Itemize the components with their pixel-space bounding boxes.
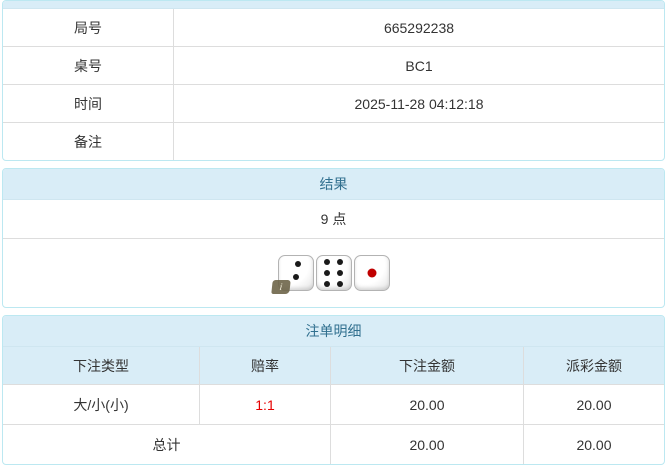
total-payout-cell: 20.00	[523, 424, 664, 464]
table-number-label: 桌号	[3, 46, 174, 85]
col-header-odds: 赔率	[199, 347, 331, 385]
bet-details-panel: 注单明细 下注类型 赔率 下注金额 派彩金额 大/小(小) 1:1 20.00 …	[2, 315, 665, 465]
die-1	[353, 255, 390, 291]
die-6	[315, 255, 352, 291]
remark-label: 备注	[3, 122, 174, 160]
die-2: i	[270, 255, 314, 294]
die-pip	[324, 259, 331, 266]
die-pip	[294, 260, 301, 267]
game-info-table: 局号 665292238 桌号 BC1 时间 2025-11-28 04:12:…	[3, 9, 664, 160]
col-header-bet-amount: 下注金额	[330, 347, 524, 385]
game-info-panel: 局号 665292238 桌号 BC1 时间 2025-11-28 04:12:…	[2, 0, 665, 161]
table-row: 备注	[3, 122, 664, 160]
bet-amount-cell: 20.00	[330, 384, 524, 425]
bet-odds-cell: 1:1	[199, 384, 331, 425]
dice-row: i	[3, 239, 664, 307]
die-pip	[367, 268, 376, 278]
die-pip	[336, 259, 343, 266]
time-label: 时间	[3, 84, 174, 123]
die-pip	[336, 270, 343, 276]
bet-type-cell: 大/小(小)	[73, 396, 129, 413]
die-pip	[292, 274, 299, 281]
result-panel: 结果 9 点 i	[2, 168, 665, 308]
table-row: 桌号 BC1	[3, 46, 664, 85]
table-row: 局号 665292238	[3, 9, 664, 47]
table-header-row: 下注类型 赔率 下注金额 派彩金额	[3, 347, 664, 385]
game-number-value: 665292238	[383, 19, 455, 36]
game-number-label: 局号	[3, 9, 174, 47]
table-number-value: BC1	[173, 46, 664, 85]
total-amount-cell: 20.00	[330, 424, 524, 464]
col-header-bet-type: 下注类型	[3, 347, 200, 385]
game-info-panel-heading	[3, 1, 664, 9]
info-icon[interactable]: i	[270, 280, 291, 294]
result-panel-title: 结果	[3, 169, 664, 200]
table-row: 大/小(小) 1:1 20.00 20.00	[3, 384, 664, 425]
total-label: 总计	[3, 424, 331, 464]
die-pip	[324, 280, 331, 287]
bet-payout-cell: 20.00	[523, 384, 664, 425]
col-header-payout-amount: 派彩金额	[523, 347, 664, 385]
die-pip	[324, 270, 331, 276]
result-points: 9 点	[3, 200, 664, 239]
time-value: 2025-11-28 04:12:18	[173, 84, 664, 123]
total-row: 总计 20.00 20.00	[3, 424, 664, 464]
table-row: 时间 2025-11-28 04:12:18	[3, 84, 664, 123]
bet-details-table: 下注类型 赔率 下注金额 派彩金额 大/小(小) 1:1 20.00 20.00…	[3, 347, 664, 464]
bet-details-title: 注单明细	[3, 316, 664, 347]
die-pip	[336, 280, 343, 287]
remark-value	[173, 122, 664, 160]
